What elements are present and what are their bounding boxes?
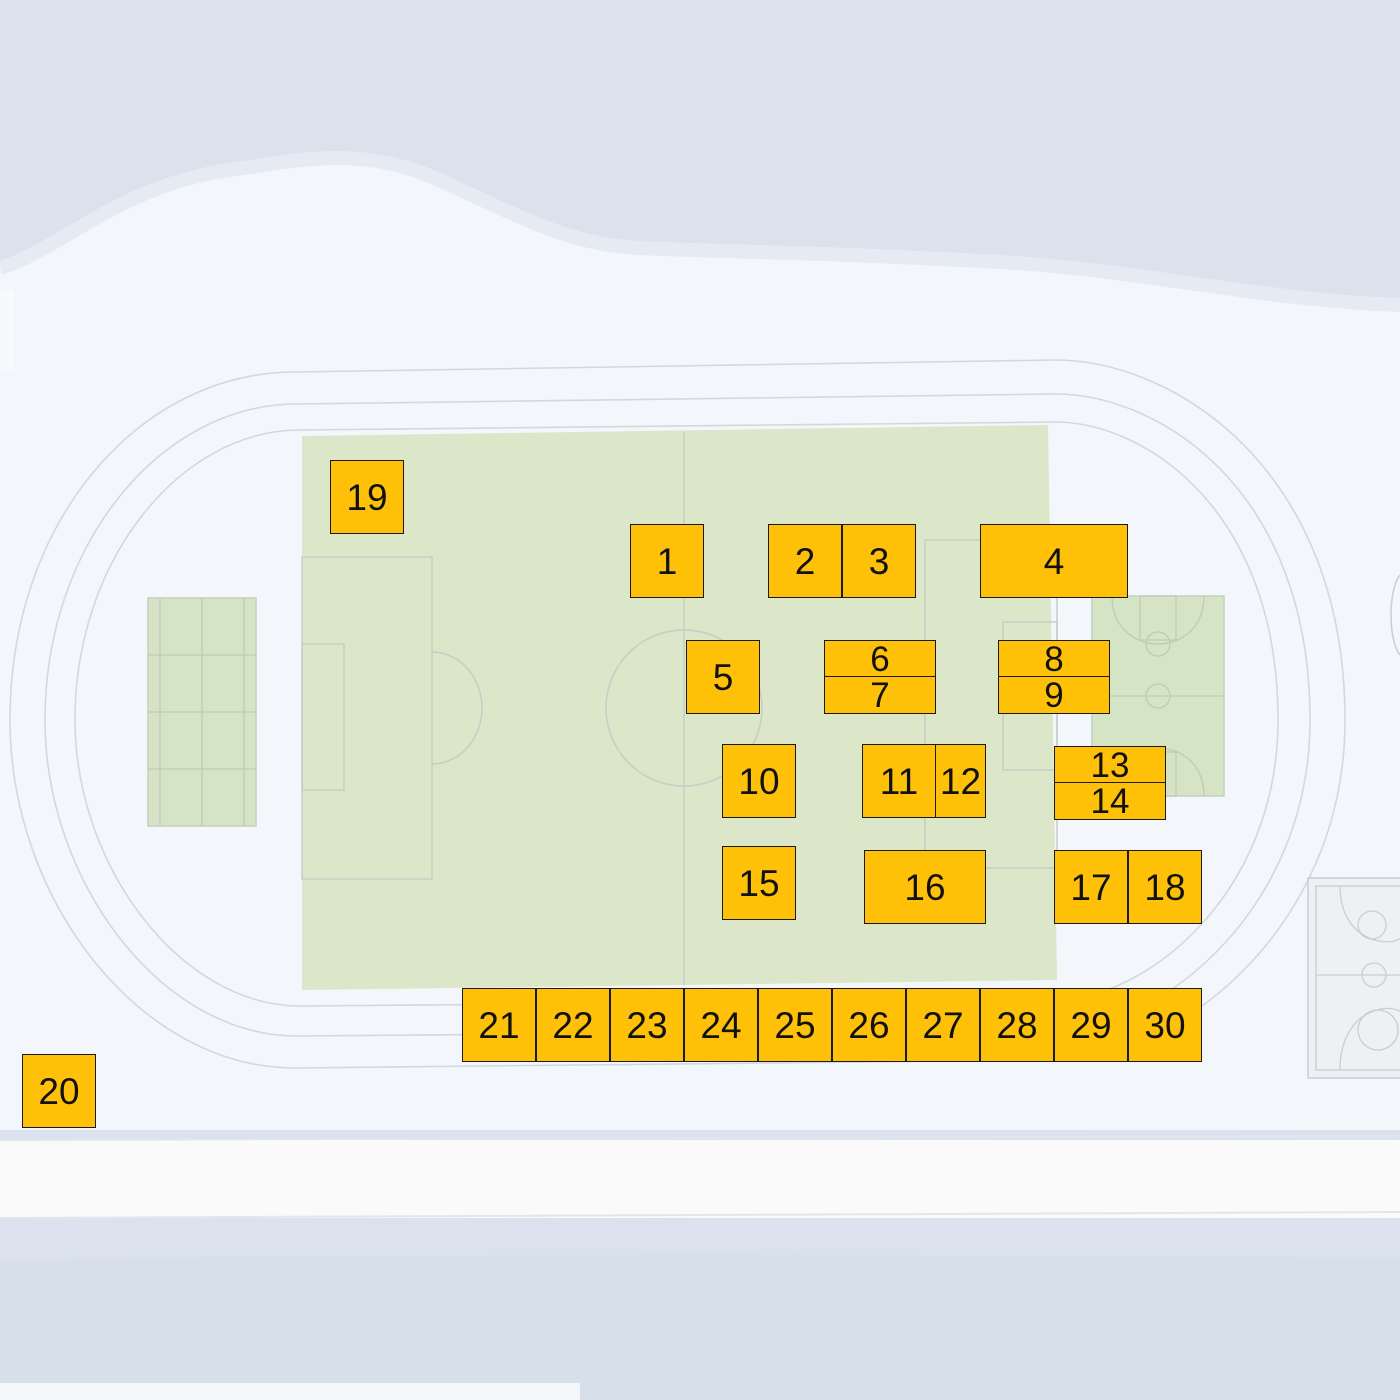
booth-9[interactable]: 9 [998,676,1110,714]
booth-13[interactable]: 13 [1054,746,1166,784]
left-edge-path [0,290,14,370]
center-circle [605,629,763,787]
booth-label: 30 [1144,1004,1186,1046]
booth-29[interactable]: 29 [1054,988,1128,1062]
bottom-path [0,1383,580,1400]
booth-label: 7 [870,675,890,715]
booth-16[interactable]: 16 [864,850,986,924]
land-edge-shadow [0,151,1400,312]
booth-7[interactable]: 7 [824,676,936,714]
booth-label: 1 [656,540,678,582]
booth-24[interactable]: 24 [684,988,758,1062]
booth-label: 29 [1070,1004,1112,1046]
booth-10[interactable]: 10 [722,744,796,818]
basketball-east-arc-top [1111,595,1205,645]
booth-label: 8 [1044,639,1064,679]
left-penalty-arc [431,651,483,765]
booth-4[interactable]: 4 [980,524,1128,598]
booth-6[interactable]: 6 [824,640,936,678]
basketball-se-ft-circle-top [1357,910,1387,940]
booth-label: 5 [712,656,734,698]
basketball-se-ft-circle-bottom [1357,1009,1399,1051]
booth-label: 20 [38,1070,80,1112]
booth-18[interactable]: 18 [1128,850,1202,924]
booth-20[interactable]: 20 [22,1054,96,1128]
booth-label: 28 [996,1004,1038,1046]
booth-label: 17 [1070,866,1112,908]
booth-1[interactable]: 1 [630,524,704,598]
basketball-se-arc-bottom [1339,1007,1400,1071]
road-edge-top [0,1135,1400,1141]
tennis-court-lines [148,598,256,826]
booth-14[interactable]: 14 [1054,782,1166,820]
booth-12[interactable]: 12 [935,744,986,818]
booth-19[interactable]: 19 [330,460,404,534]
basketball-court-se-inner [1315,885,1400,1071]
booth-26[interactable]: 26 [832,988,906,1062]
booth-label: 19 [346,476,388,518]
booth-label: 22 [552,1004,594,1046]
booth-21[interactable]: 21 [462,988,536,1062]
basketball-court-se-surface [1307,877,1400,1079]
booth-label: 10 [738,760,780,802]
booth-label: 24 [700,1004,742,1046]
basketball-court-se-lines [1316,885,1400,1071]
booth-label: 4 [1043,540,1065,582]
booth-label: 21 [478,1004,520,1046]
booth-label: 14 [1090,781,1130,821]
booth-2[interactable]: 2 [768,524,842,598]
booth-label: 6 [870,639,890,679]
booth-label: 25 [774,1004,816,1046]
basketball-se-center-circle [1361,962,1387,988]
booth-label: 23 [626,1004,668,1046]
booth-27[interactable]: 27 [906,988,980,1062]
booth-label: 16 [904,866,946,908]
basketball-court-southeast [1307,877,1400,1079]
booth-25[interactable]: 25 [758,988,832,1062]
booth-label: 18 [1144,866,1186,908]
road-edge-bottom [0,1211,1400,1219]
lower-shore [0,1254,1400,1400]
booth-label: 15 [738,862,780,904]
booth-22[interactable]: 22 [536,988,610,1062]
basketball-east-ft-circle-top [1145,631,1171,657]
booth-label: 9 [1044,675,1064,715]
basketball-east-key-top [1139,595,1177,641]
booth-label: 26 [848,1004,890,1046]
booth-8[interactable]: 8 [998,640,1110,678]
booth-23[interactable]: 23 [610,988,684,1062]
booth-label: 2 [794,540,816,582]
booth-30[interactable]: 30 [1128,988,1202,1062]
booth-label: 12 [939,760,982,802]
booth-label: 13 [1090,745,1130,785]
booth-label: 3 [868,540,890,582]
booth-11[interactable]: 11 [862,744,936,818]
booth-5[interactable]: 5 [686,640,760,714]
road [0,1140,1400,1218]
east-edge-feature [1390,574,1400,656]
booth-15[interactable]: 15 [722,846,796,920]
booth-label: 27 [922,1004,964,1046]
booth-28[interactable]: 28 [980,988,1054,1062]
booth-17[interactable]: 17 [1054,850,1128,924]
booth-label: 11 [879,760,919,802]
tennis-court [147,597,257,827]
basketball-east-center-circle [1145,683,1171,709]
left-goal-box [301,643,345,791]
booth-3[interactable]: 3 [842,524,916,598]
